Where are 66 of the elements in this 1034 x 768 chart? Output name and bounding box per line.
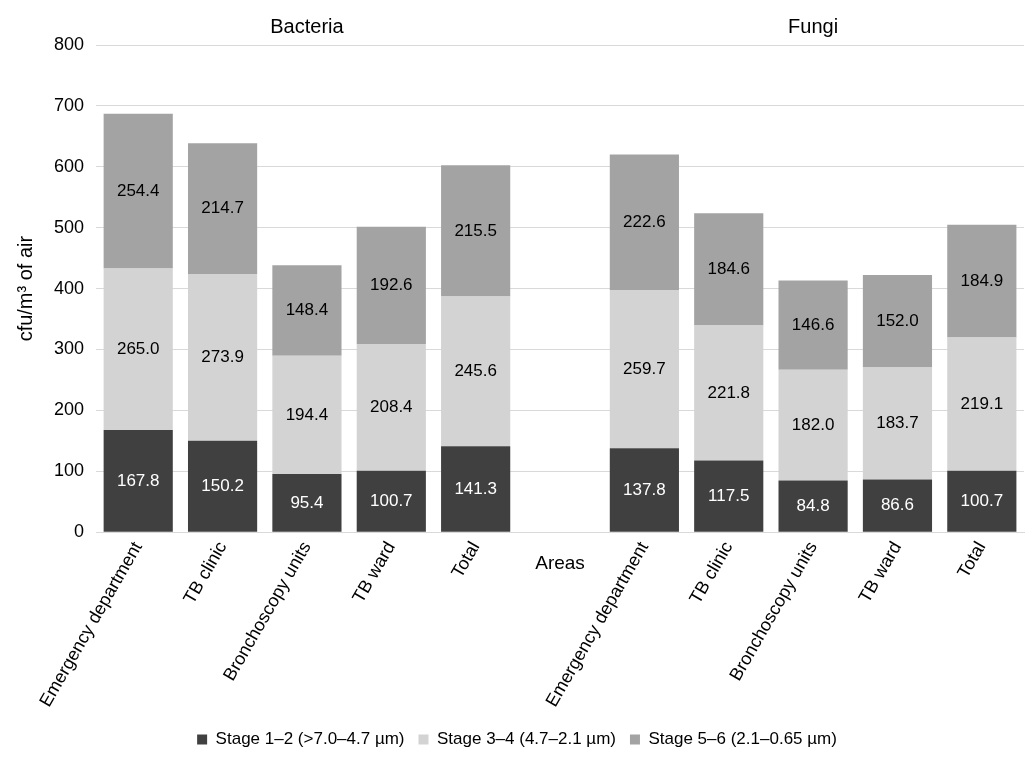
legend-label: Stage 5–6 (2.1–0.65 µm) (648, 729, 837, 749)
legend-label: Stage 1–2 (>7.0–4.7 µm) (215, 729, 405, 749)
bar (778, 280, 848, 370)
data-label: 100.7 (960, 490, 1004, 510)
text: Fungi (788, 14, 839, 37)
text: Bacteria (270, 14, 345, 37)
bar (103, 429, 173, 532)
bar (694, 460, 764, 532)
data-label: 182.0 (791, 414, 835, 434)
legend-label: Stage 3–4 (4.7–2.1 µm) (437, 729, 616, 749)
data-label: 245.6 (454, 361, 497, 381)
data-label: 95.4 (290, 492, 324, 512)
data-label: 222.6 (623, 212, 666, 232)
y-tick-label: 0 (74, 521, 85, 542)
y-tick-label: 800 (53, 33, 85, 54)
bar (103, 113, 173, 269)
data-label: 214.7 (201, 198, 244, 218)
bar (862, 479, 933, 532)
bar (947, 224, 1017, 338)
x-axis-title: Areas (535, 552, 585, 574)
bar (694, 213, 764, 326)
data-label: 117.5 (708, 485, 750, 505)
data-label: 208.4 (370, 397, 413, 417)
data-label: 137.8 (623, 479, 666, 499)
data-label: 184.6 (707, 259, 751, 279)
data-label: 146.6 (791, 314, 835, 334)
bar (441, 165, 511, 297)
data-label: 148.4 (285, 300, 329, 320)
bar (356, 470, 426, 532)
y-tick-label: 300 (53, 338, 85, 359)
bar (947, 470, 1017, 532)
data-label: 183.7 (876, 413, 919, 433)
data-label: 141.3 (454, 478, 497, 498)
data-label: 150.2 (201, 475, 244, 495)
data-label: 192.6 (370, 274, 413, 294)
data-label: 167.8 (116, 470, 160, 490)
bar (441, 446, 511, 532)
bar (272, 265, 342, 356)
y-tick-label: 700 (53, 94, 85, 115)
data-label: 100.7 (370, 490, 413, 510)
y-tick-label: 600 (53, 155, 85, 176)
data-label: 273.9 (201, 347, 244, 366)
y-tick-label: 100 (53, 460, 85, 481)
data-label: 152.0 (876, 310, 919, 330)
y-axis-title: cfu/m³ of air (13, 235, 36, 342)
bar (187, 143, 258, 274)
data-label: 184.9 (960, 270, 1004, 290)
data-label: 219.1 (960, 393, 1004, 413)
y-tick-label: 500 (53, 216, 85, 237)
y-tick-label: 400 (53, 277, 85, 298)
data-label: 221.8 (707, 382, 751, 402)
bar (609, 448, 679, 532)
data-label: 194.4 (285, 404, 329, 424)
data-label: 265.0 (116, 338, 160, 358)
y-tick-label: 200 (53, 399, 85, 420)
bar (272, 474, 342, 532)
data-label: 86.6 (880, 495, 915, 515)
bar (862, 275, 933, 368)
bar (609, 154, 679, 291)
bar (187, 440, 258, 532)
data-label: 84.8 (796, 495, 830, 515)
data-label: 259.7 (623, 358, 666, 378)
bar (356, 226, 426, 344)
data-label: 215.5 (454, 220, 497, 240)
data-label: 254.4 (116, 180, 160, 200)
bar (778, 480, 848, 532)
